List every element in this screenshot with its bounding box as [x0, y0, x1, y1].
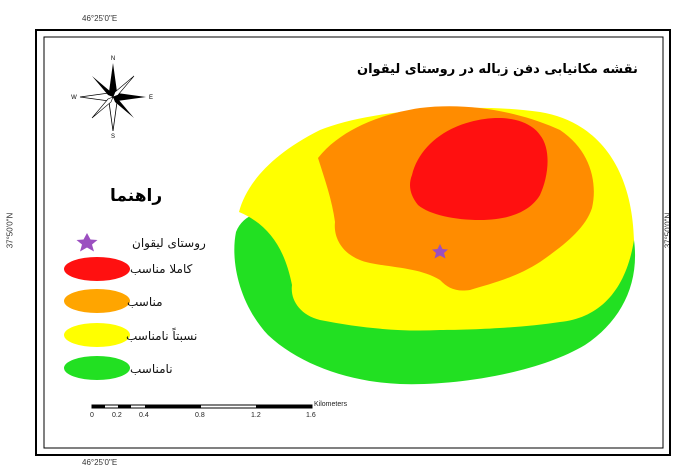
scale-tick-0-8: 0.8 [195, 412, 205, 419]
legend-label-unsuitable: نامناسب [130, 362, 173, 376]
north-arrow-e: E [149, 95, 153, 101]
north-arrow-w: W [71, 95, 77, 101]
legend-swatch-relatively-unsuitable [64, 323, 130, 347]
north-arrow-n: N [111, 56, 115, 62]
scale-bar [91, 404, 313, 409]
zone-very-suitable [410, 118, 548, 220]
scale-tick-0-4: 0.4 [139, 412, 149, 419]
scale-tick-0: 0 [90, 412, 94, 419]
legend-title: راهنما [110, 186, 163, 206]
map-outer-frame [35, 29, 671, 456]
map-title: نقشه مکانیابی دفن زباله در روستای لیقوان [357, 62, 638, 77]
north-arrow: N S W E [71, 56, 153, 140]
coordinate-label-top: 46°25'0"E [82, 14, 118, 23]
legend-star-symbol [76, 233, 98, 252]
legend-label-relatively-unsuitable: نسبتاً نامناسب [126, 329, 198, 343]
legend-label-suitable: مناسب [127, 295, 163, 309]
scale-unit: Kilometers [314, 401, 348, 408]
map-inner-frame [43, 36, 664, 449]
legend-swatch-unsuitable [64, 356, 130, 380]
scale-tick-1-2: 1.2 [251, 412, 261, 419]
legend-swatch-very-suitable [64, 257, 130, 281]
legend-label-very-suitable: کاملا مناسب [130, 262, 193, 276]
scale-tick-0-2: 0.2 [112, 412, 122, 419]
north-arrow-s: S [111, 134, 115, 140]
coordinate-label-bottom: 46°25'0"E [82, 458, 118, 467]
scale-tick-1-6: 1.6 [306, 412, 316, 419]
legend-swatch-suitable [64, 289, 130, 313]
village-location-star [432, 244, 448, 259]
legend-label-village: روستای لیقوان [132, 236, 206, 250]
